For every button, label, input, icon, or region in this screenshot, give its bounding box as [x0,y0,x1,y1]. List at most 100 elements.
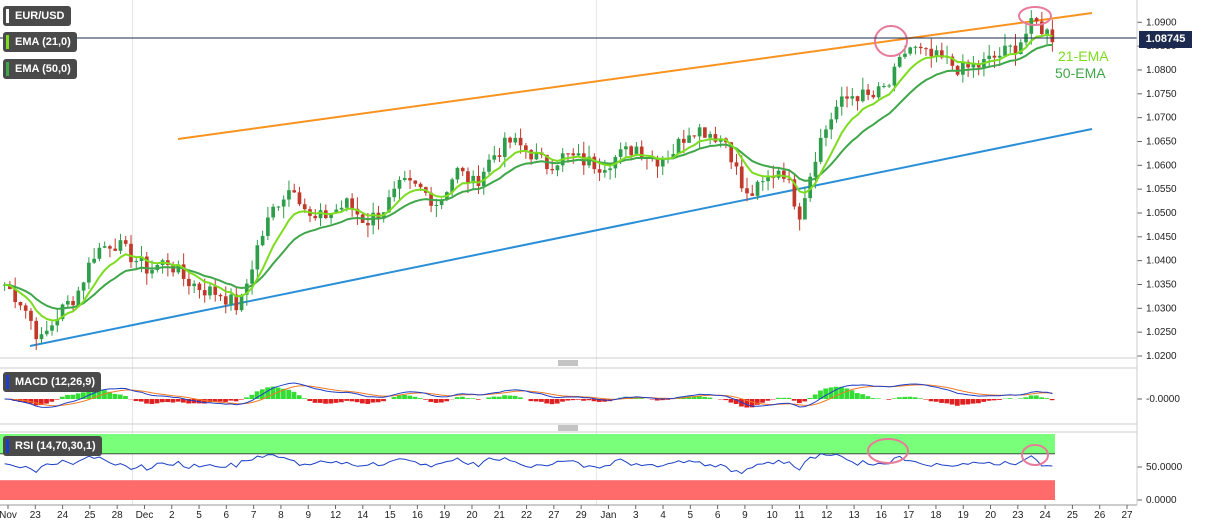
x-tick-label: 5 [688,510,694,521]
macd-panel[interactable]: -0.0000 [4,382,1181,408]
macd-histogram-bar [818,390,823,399]
macd-histogram-bar [1018,398,1023,399]
candle-body [1034,18,1039,22]
x-tick-label: 12 [821,510,833,521]
price-panel[interactable] [0,0,1137,358]
macd-histogram-bar [338,399,344,403]
macd-histogram-bar [517,397,523,399]
candle-body [44,330,49,335]
candle-body [908,47,913,54]
macd-histogram-bar [96,389,102,399]
candle-body [950,56,955,66]
y-tick-label: 1.0200 [1146,351,1177,362]
candle-body [639,146,644,158]
ema50-tag[interactable]: EMA (50,0) [3,59,77,79]
candle-body [792,179,797,207]
macd-histogram-bar [265,387,271,399]
macd-histogram-bar [749,399,755,408]
macd-histogram-bar [117,394,123,399]
symbol-tag[interactable]: EUR/USD [3,6,71,26]
support-trendline [29,128,1093,347]
candle-body [118,240,123,251]
candle-body [34,320,39,340]
macd-histogram-bar [970,399,976,404]
candle-body [760,181,765,183]
rsi-tag[interactable]: RSI (14,70,30,1) [3,436,102,456]
macd-histogram-bar [691,396,697,399]
candle-body [60,304,65,320]
macd-histogram-bar [760,399,765,403]
macd-histogram-bar [381,399,386,402]
x-tick-label: 11 [794,510,805,521]
macd-histogram-bar [1007,398,1013,399]
macd-histogram-bar [902,396,908,399]
x-tick-label: 4 [660,510,666,521]
x-tick-label: 23 [30,510,42,521]
y-tick-label: 1.0800 [1146,65,1177,76]
candle-body [513,137,518,143]
macd-histogram-bar [438,399,444,403]
rsi-overbought-zone [0,434,1055,454]
candle-body [518,137,523,146]
macd-histogram-bar [196,399,202,404]
rsi-y-tick-label: 0.0000 [1146,495,1177,506]
y-tick-label: 1.0750 [1146,89,1177,100]
candle-body [339,207,344,210]
macd-histogram-bar [1049,399,1055,401]
y-tick-label: 1.0700 [1146,113,1177,124]
x-tick-label: 16 [876,510,888,521]
candle-body [213,286,218,295]
macd-histogram-bar [581,399,586,401]
candle-body [150,270,154,274]
candle-body [566,153,570,155]
candle-body [355,208,360,215]
candle-body [334,209,339,214]
macd-histogram-bar [33,399,39,406]
candle-body [729,142,734,163]
macd-histogram-bar [296,395,302,399]
macd-histogram-bar [565,399,571,401]
y-tick-label: 1.0250 [1146,327,1177,338]
candle-body [934,50,939,57]
candle-body [708,134,712,138]
macd-histogram-bar [986,399,992,401]
macd-histogram-bar [133,399,139,402]
resize-handle-2[interactable] [558,425,578,431]
candle-body [750,193,755,196]
macd-histogram-bar [544,399,550,404]
candle-body [471,175,476,184]
candle-body [71,300,75,306]
macd-histogram-bar [212,399,218,402]
macd-histogram-bar [44,399,49,404]
candle-body [144,256,149,274]
y-tick-label: 1.0500 [1146,208,1177,219]
macd-tag[interactable]: MACD (12,26,9) [3,372,102,392]
candle-body [276,206,281,208]
candle-body [297,192,302,205]
macd-histogram-bar [275,387,281,399]
candle-body [134,260,139,263]
candle-body [961,61,965,75]
macd-histogram-bar [886,399,892,400]
candle-body [129,243,133,263]
macd-histogram-bar [833,386,839,399]
macd-histogram-bar [512,395,518,399]
candle-body [413,180,418,184]
rsi-panel[interactable]: 50.0000 0.0000 [0,434,1183,506]
candle-body [139,256,144,261]
ema21-tag[interactable]: EMA (21,0) [3,32,77,52]
candle-body [187,278,191,287]
candle-body [318,210,323,219]
candle-body [860,89,865,102]
macd-histogram-bar [1044,398,1050,399]
candle-body [81,282,86,291]
macd-histogram-bar [786,397,792,399]
macd-histogram-bar [138,399,144,402]
resize-handle-1[interactable] [558,360,578,366]
candle-body [50,325,54,331]
candle-body [1039,21,1044,35]
macd-histogram-bar [823,388,829,399]
ema21-line [4,33,1053,322]
macd-histogram-bar [897,397,902,399]
